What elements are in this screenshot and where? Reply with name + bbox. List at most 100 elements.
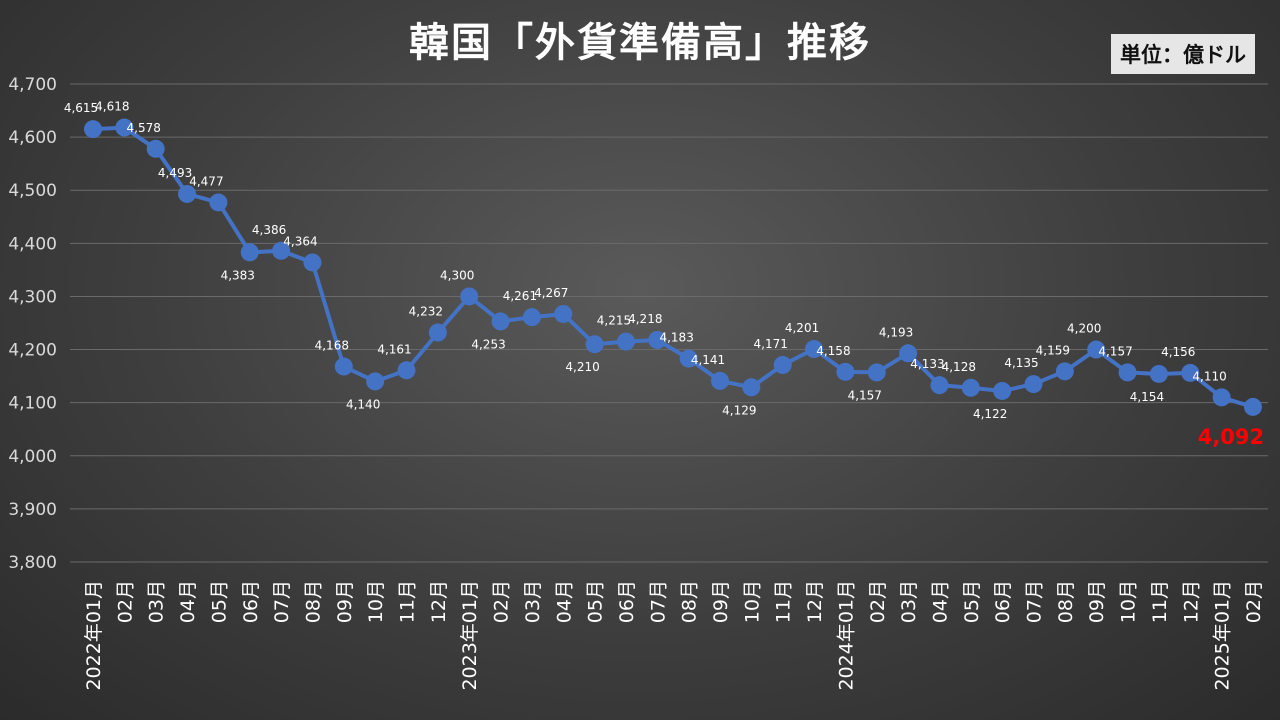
data-point	[115, 118, 134, 137]
data-point	[805, 340, 824, 359]
unit-label: 単位：億ドル	[1111, 34, 1255, 74]
data-label: 4,215	[597, 314, 631, 328]
data-point	[961, 378, 980, 397]
y-tick-label: 4,000	[8, 447, 57, 467]
data-point	[209, 193, 228, 212]
x-tick-label: 12月	[804, 580, 826, 623]
x-tick-label: 10月	[741, 580, 763, 623]
x-tick-label: 03月	[522, 580, 544, 623]
x-tick-label: 04月	[553, 580, 575, 623]
data-label: 4,300	[440, 268, 474, 282]
x-tick-label: 10月	[1118, 580, 1140, 623]
data-point	[1024, 375, 1043, 394]
x-tick-label: 2023年01月	[459, 580, 481, 691]
x-tick-label: 06月	[616, 580, 638, 623]
data-label: 4,210	[565, 360, 599, 374]
data-label: 4,200	[1067, 322, 1101, 336]
data-point	[1087, 340, 1106, 359]
data-label: 4,157	[1098, 344, 1132, 358]
data-label: 4,183	[659, 331, 693, 345]
data-label: 4,159	[1036, 343, 1070, 357]
x-axis: 2022年01月 02月 03月 04月 05月 06月 07月 08月 09月 10月 11月 12…	[83, 580, 1265, 691]
x-tick-label: 09月	[1086, 580, 1108, 623]
data-label: 4,615	[64, 101, 98, 115]
x-tick-label: 10月	[365, 580, 387, 623]
data-point	[334, 357, 353, 376]
x-tick-label: 07月	[647, 580, 669, 623]
data-label: 4,578	[127, 121, 161, 135]
x-tick-label: 05月	[961, 580, 983, 623]
data-label: 4,140	[346, 397, 380, 411]
x-tick-label: 03月	[146, 580, 168, 623]
data-point	[491, 312, 510, 331]
x-tick-label: 2024年01月	[835, 580, 857, 691]
data-point	[899, 344, 918, 363]
data-point	[867, 363, 886, 382]
data-label: 4,168	[315, 339, 349, 353]
data-point	[366, 372, 385, 391]
x-tick-label: 02月	[114, 580, 136, 623]
y-axis: 3,800 3,900 4,000 4,100 4,200 4,300 4,400 4,500…	[8, 75, 57, 573]
x-tick-label: 07月	[1024, 580, 1046, 623]
data-point	[554, 304, 573, 323]
data-label: 4,232	[409, 305, 443, 319]
data-label: 4,201	[785, 321, 819, 335]
x-tick-label: 06月	[992, 580, 1014, 623]
data-label: 4,477	[189, 174, 223, 188]
data-point	[930, 376, 949, 395]
data-label: 4,253	[471, 337, 505, 351]
data-point	[993, 381, 1012, 400]
x-tick-label: 08月	[679, 580, 701, 623]
y-tick-label: 4,300	[8, 287, 57, 307]
data-point	[84, 120, 102, 139]
x-tick-label: 03月	[898, 580, 920, 623]
x-tick-label: 06月	[240, 580, 262, 623]
y-tick-label: 3,900	[8, 500, 57, 520]
data-label: 4,141	[691, 353, 725, 367]
data-point	[1243, 397, 1262, 416]
y-tick-label: 4,600	[8, 128, 57, 148]
data-label: 4,157	[848, 388, 882, 402]
data-point	[836, 362, 855, 381]
data-label: 4,261	[503, 289, 537, 303]
data-point	[711, 371, 729, 390]
data-points	[84, 118, 1262, 416]
x-tick-label: 11月	[773, 580, 795, 623]
data-point	[146, 139, 165, 158]
data-label: 4,122	[973, 407, 1007, 421]
x-tick-label: 12月	[1180, 580, 1202, 623]
x-tick-label: 08月	[1055, 580, 1077, 623]
series-polyline	[92, 125, 1254, 409]
x-tick-label: 07月	[271, 580, 293, 623]
data-label: 4,161	[377, 342, 411, 356]
data-point	[1118, 363, 1137, 382]
x-tick-label: 02月	[491, 580, 513, 623]
data-label: 4,193	[879, 325, 913, 339]
data-point	[585, 335, 604, 354]
data-label: 4,618	[95, 100, 129, 114]
x-tick-label: 04月	[177, 580, 199, 623]
data-point	[240, 243, 259, 262]
data-point	[272, 241, 291, 260]
x-tick-label: 05月	[585, 580, 607, 623]
x-tick-label: 09月	[334, 580, 356, 623]
x-tick-label: 05月	[208, 580, 230, 623]
data-label: 4,267	[534, 286, 568, 300]
y-tick-label: 4,500	[8, 181, 57, 201]
series-line	[92, 125, 1254, 409]
data-point	[460, 287, 479, 306]
x-tick-label: 09月	[710, 580, 732, 623]
data-label: 4,158	[816, 344, 850, 358]
data-point	[679, 349, 698, 368]
data-point	[648, 330, 667, 349]
x-tick-label: 12月	[428, 580, 450, 623]
data-label: 4,218	[628, 312, 662, 326]
x-tick-label: 02月	[1243, 580, 1265, 623]
data-label: 4,133	[910, 357, 944, 371]
x-tick-label: 2022年01月	[83, 580, 105, 691]
x-tick-label: 11月	[1149, 580, 1171, 623]
data-point	[1212, 388, 1231, 407]
data-label: 4,092	[1198, 425, 1264, 449]
